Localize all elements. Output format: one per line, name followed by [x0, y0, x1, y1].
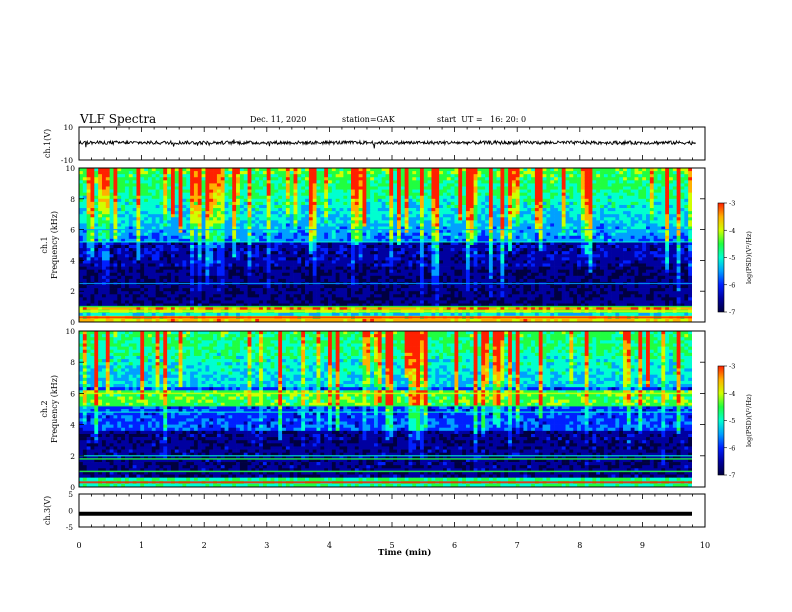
- ch1-waveform-line: [78, 139, 696, 149]
- colorbar-tick-label: -5: [729, 254, 735, 262]
- x-tick-label: 6: [452, 541, 457, 550]
- x-tick-label: 0: [76, 541, 81, 550]
- x-tick-label: 7: [515, 541, 520, 550]
- freq-band-line: [79, 481, 692, 484]
- ch2-freq-tick-label: 2: [70, 452, 75, 461]
- spec-y-label-frequency: Frequency (kHz): [50, 375, 59, 443]
- freq-band-line: [79, 282, 692, 285]
- station-label: station=GAK: [342, 115, 395, 124]
- ch3-y-tick-label: -5: [66, 523, 74, 532]
- x-tick-label: 4: [327, 541, 332, 550]
- date-label: Dec. 11, 2020: [250, 115, 307, 124]
- ch1-freq-tick-label: 10: [65, 164, 75, 173]
- spec-y-label-frequency: Frequency (kHz): [50, 211, 59, 279]
- spec-y-label-channel: ch.2: [40, 400, 49, 417]
- ch2-freq-tick-label: 6: [70, 389, 75, 398]
- ch2-freq-tick-label: 4: [70, 421, 75, 430]
- x-tick-label: 10: [700, 541, 710, 550]
- ch1-freq-tick-label: 2: [70, 287, 75, 296]
- colorbar-tick-label: -5: [729, 417, 735, 425]
- spectrogram-2: [78, 330, 706, 488]
- spectrogram-1: [78, 167, 706, 323]
- ch1-freq-tick-label: 8: [70, 195, 75, 204]
- colorbar-label: log(PSD)(V²/Hz): [745, 394, 753, 447]
- x-axis-label: Time (min): [378, 548, 432, 558]
- freq-band-line: [79, 458, 692, 460]
- figure-title: VLF Spectra: [80, 112, 157, 126]
- freq-band-line: [79, 310, 692, 313]
- freq-band-line: [79, 241, 692, 243]
- ch1-freq-tick-label: 0: [70, 318, 75, 327]
- spec-y-label-channel: ch.1: [40, 236, 49, 253]
- start-time-label: start UT = 16: 20: 0: [437, 115, 527, 124]
- freq-band-line: [79, 392, 692, 395]
- ch1-y-tick-label: -10: [61, 156, 73, 165]
- colorbar-tick-label: -6: [729, 281, 735, 289]
- freq-band-line: [79, 411, 692, 413]
- colorbar-tick-label: -7: [729, 309, 735, 317]
- spectrogram-frame: [78, 330, 706, 488]
- x-tick-label: 5: [389, 541, 394, 550]
- colorbar-tick-label: -3: [729, 200, 735, 208]
- ch3-y-tick-label: 5: [68, 490, 73, 499]
- ch1-y-tick-label: 10: [63, 123, 73, 132]
- ch2-freq-tick-label: 8: [70, 358, 75, 367]
- x-tick-label: 3: [264, 541, 269, 550]
- ch1-freq-tick-label: 4: [70, 256, 75, 265]
- x-tick-label: 1: [139, 541, 144, 550]
- freq-band-line: [79, 305, 692, 308]
- colorbar-label: log(PSD)(V²/Hz): [745, 231, 753, 284]
- colorbar-tick-label: -3: [729, 363, 735, 371]
- x-tick-label: 2: [202, 541, 207, 550]
- freq-band-line: [79, 470, 692, 473]
- freq-band-line: [79, 455, 692, 457]
- ch2-freq-tick-label: 10: [65, 327, 75, 336]
- ch2-freq-tick-label: 0: [70, 483, 75, 492]
- ch1-y-axis-label: ch.1(V): [43, 129, 52, 158]
- x-tick-label: 9: [640, 541, 645, 550]
- colorbar-tick-label: -7: [729, 472, 735, 480]
- colorbar-1: [717, 202, 725, 313]
- freq-band-line: [79, 405, 692, 407]
- colorbar-tick-label: -6: [729, 444, 735, 452]
- x-tick-label: 8: [577, 541, 582, 550]
- colorbar-2: [717, 365, 725, 476]
- spectrogram-frame: [78, 167, 706, 323]
- freq-band-line: [79, 229, 692, 231]
- freq-band-line: [79, 316, 692, 319]
- ch3-y-tick-label: 0: [68, 507, 73, 516]
- ch3-y-axis-label: ch.3(V): [43, 496, 52, 525]
- colorbar-tick-label: -4: [729, 227, 735, 235]
- ch1-freq-tick-label: 6: [70, 226, 75, 235]
- colorbar-tick-label: -4: [729, 390, 735, 398]
